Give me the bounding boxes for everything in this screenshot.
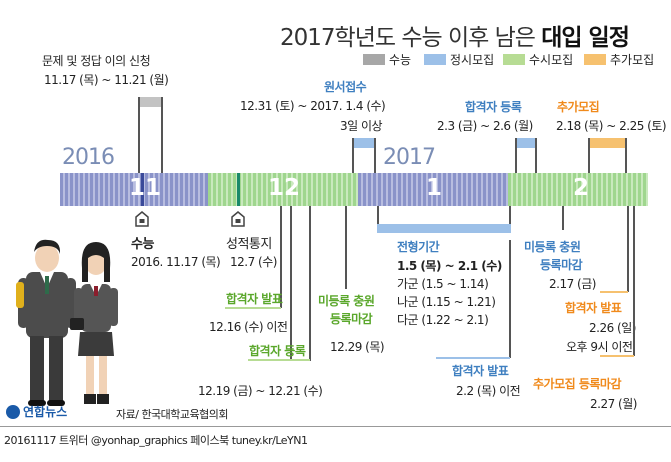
pass-registration-date: 2.3 (금) ~ 2.6 (월) bbox=[437, 119, 533, 133]
selection-line bbox=[377, 206, 379, 230]
score-pin-icon bbox=[231, 211, 245, 227]
add-reg-deadline-date: 2.27 (월) bbox=[590, 397, 637, 411]
additional-recruit-title: 추가모집 bbox=[557, 100, 600, 114]
additional-recruit-range-bar bbox=[588, 138, 626, 148]
unreg-fill-early-title: 미등록 충원 bbox=[318, 294, 375, 308]
objection-range-bar bbox=[138, 97, 162, 107]
pass-announce-regular-underline bbox=[436, 357, 510, 359]
unreg-fill-line bbox=[562, 206, 564, 230]
score-day-marker bbox=[237, 173, 240, 206]
yonhap-logo: 연합뉴스 bbox=[6, 403, 67, 420]
pass-announce-add-title: 합격자 발표 bbox=[565, 301, 622, 315]
yonhap-logo-icon bbox=[6, 404, 20, 419]
year-2016-label: 2016 bbox=[62, 145, 115, 170]
pass-announce-early-date: 12.16 (수) 이전 bbox=[209, 320, 288, 334]
application-title: 원서접수 bbox=[324, 80, 367, 94]
pass-announce-add-underline bbox=[600, 291, 628, 293]
legend-swatch bbox=[503, 54, 525, 65]
month-label-dec: 12 bbox=[267, 175, 300, 201]
objection-title: 문제 및 정답 이의 신청 bbox=[42, 54, 151, 68]
legend-item-early: 수시모집 bbox=[503, 51, 573, 68]
pass-announce-early-underline bbox=[225, 307, 281, 309]
timeline-december bbox=[208, 173, 358, 206]
selection-group-ga: 가군 (1.5 ~ 1.14) bbox=[397, 277, 489, 291]
unreg-fill-title: 미등록 충원 bbox=[524, 240, 581, 254]
legend-item-suneung: 수능 bbox=[363, 51, 411, 68]
application-line bbox=[374, 138, 376, 173]
timeline-february bbox=[508, 173, 648, 206]
selection-date: 1.5 (목) ~ 2.1 (수) bbox=[397, 259, 502, 273]
additional-recruit-date: 2.18 (목) ~ 2.25 (토) bbox=[556, 119, 667, 133]
timeline-november bbox=[60, 173, 208, 206]
legend-item-additional: 추가모집 bbox=[584, 51, 654, 68]
additional-recruit-line bbox=[588, 138, 590, 173]
legend-swatch bbox=[363, 54, 385, 65]
unreg-fill-early-title2: 등록마감 bbox=[330, 312, 373, 326]
exam-day-marker bbox=[141, 173, 144, 206]
pass-reg-early-underline bbox=[248, 359, 310, 361]
selection-group-da: 다군 (1.22 ~ 2.1) bbox=[397, 313, 489, 327]
exam-date: 2016. 11.17 (목) bbox=[131, 255, 221, 269]
month-label-nov: 11 bbox=[128, 175, 161, 201]
exam-title: 수능 bbox=[131, 237, 154, 252]
application-line bbox=[352, 138, 354, 173]
pass-reg-early-title: 합격자 등록 bbox=[249, 344, 306, 358]
pass-reg-early-line bbox=[309, 206, 311, 361]
pass-announce-add-date: 2.26 (일) bbox=[589, 321, 636, 335]
pass-registration-title: 합격자 등록 bbox=[465, 100, 522, 114]
pass-announce-regular-line bbox=[509, 240, 511, 358]
pass-announce-add-date2: 오후 9시 이전 bbox=[566, 340, 633, 354]
month-label-jan: 1 bbox=[425, 175, 442, 201]
legend-swatch bbox=[584, 54, 606, 65]
pass-announce-regular-date: 2.2 (목) 이전 bbox=[456, 384, 521, 398]
selection-group-na: 나군 (1.15 ~ 1.21) bbox=[397, 295, 496, 309]
add-reg-deadline-title: 추가모집 등록마감 bbox=[533, 377, 622, 391]
pass-registration-line bbox=[535, 138, 537, 173]
page-title: 2017학년도 수능 이후 남은 대입 일정 bbox=[280, 25, 630, 51]
legend-item-regular: 정시모집 bbox=[424, 51, 494, 68]
unreg-fill-title2: 등록마감 bbox=[540, 258, 583, 272]
objection-line bbox=[138, 97, 140, 173]
pass-registration-line bbox=[515, 138, 517, 173]
unreg-fill-date: 2.17 (금) bbox=[549, 277, 596, 291]
application-range-bar bbox=[352, 138, 375, 148]
unreg-fill-early-line bbox=[345, 206, 347, 289]
source-credit: 자료/ 한국대학교육협의회 bbox=[116, 408, 229, 421]
selection-range-bar bbox=[377, 224, 511, 233]
application-note: 3일 이상 bbox=[340, 119, 383, 133]
score-date: 12.7 (수) bbox=[230, 255, 277, 269]
legend-swatch bbox=[424, 54, 446, 65]
score-title: 성적통지 bbox=[226, 237, 272, 252]
exam-pin-icon bbox=[135, 211, 149, 227]
additional-recruit-line bbox=[625, 138, 627, 173]
month-label-feb: 2 bbox=[572, 175, 589, 201]
add-reg-deadline-underline bbox=[600, 355, 634, 357]
pass-registration-range-bar bbox=[515, 138, 536, 148]
objection-date: 11.17 (목) ~ 11.21 (월) bbox=[44, 73, 169, 87]
application-date: 12.31 (토) ~ 2017. 1.4 (수) bbox=[240, 99, 386, 113]
selection-title: 전형기간 bbox=[397, 240, 440, 254]
pass-announce-add-line bbox=[627, 206, 629, 292]
unreg-fill-early-date: 12.29 (목) bbox=[330, 340, 385, 354]
timeline-january bbox=[358, 173, 508, 206]
footer-credit: 20161117 트위터 @yonhap_graphics 페이스북 tuney… bbox=[4, 434, 308, 447]
pass-reg-early-line bbox=[290, 206, 292, 361]
objection-line bbox=[161, 97, 163, 173]
pass-announce-regular-title: 합격자 발표 bbox=[452, 364, 509, 378]
students-illustration bbox=[14, 228, 124, 410]
year-2017-label: 2017 bbox=[383, 145, 436, 170]
pass-announce-early-line bbox=[280, 206, 282, 308]
footer-divider bbox=[0, 426, 671, 427]
pass-reg-early-date: 12.19 (금) ~ 12.21 (수) bbox=[198, 384, 323, 398]
selection-line bbox=[509, 206, 511, 230]
pass-announce-early-title: 합격자 발표 bbox=[226, 292, 283, 306]
add-reg-deadline-line bbox=[633, 206, 635, 356]
